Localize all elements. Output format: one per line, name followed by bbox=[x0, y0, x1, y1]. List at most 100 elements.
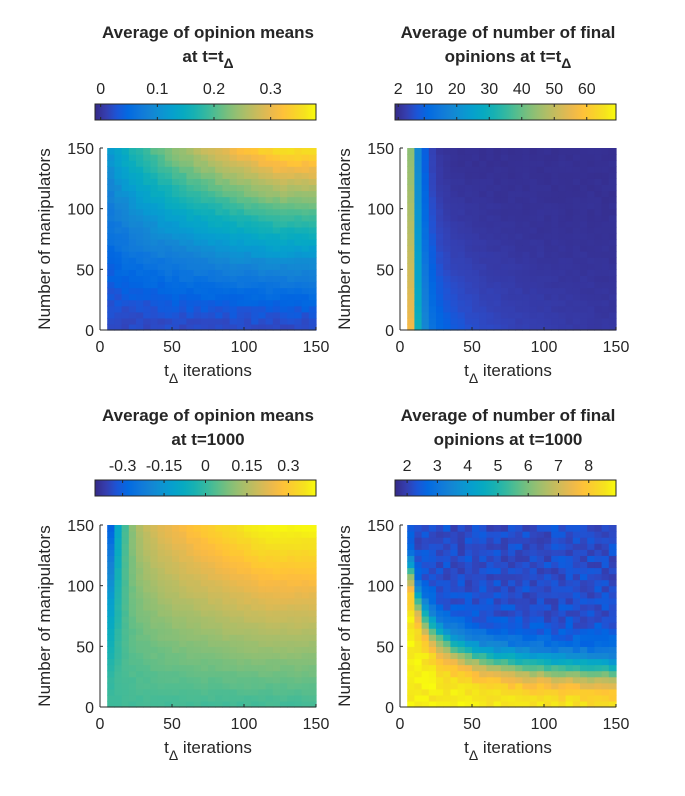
heatmap-cell bbox=[244, 628, 252, 635]
heatmap-cell bbox=[515, 640, 523, 647]
heatmap-cell bbox=[407, 305, 415, 313]
heatmap-cell bbox=[222, 591, 231, 599]
heatmap-cell bbox=[150, 166, 159, 173]
heatmap-cell bbox=[280, 148, 288, 155]
heatmap-cell bbox=[280, 676, 288, 684]
heatmap-cell bbox=[265, 634, 274, 641]
heatmap-cell bbox=[594, 214, 603, 222]
heatmap-cell bbox=[450, 640, 459, 647]
heatmap-cell bbox=[414, 251, 423, 258]
heatmap-cell bbox=[244, 257, 252, 264]
heatmap-cell bbox=[222, 245, 231, 252]
heatmap-cell bbox=[222, 658, 231, 666]
heatmap-cell bbox=[544, 184, 552, 192]
heatmap-cell bbox=[457, 603, 466, 611]
heatmap-cell bbox=[114, 269, 123, 276]
heatmap-cell bbox=[587, 239, 595, 246]
heatmap-cell bbox=[294, 585, 303, 593]
heatmap-cell bbox=[258, 263, 267, 270]
heatmap-cell bbox=[272, 579, 281, 587]
heatmap-cell bbox=[128, 694, 137, 702]
y-axis-label: Number of manipulators bbox=[35, 148, 54, 329]
heatmap-cell bbox=[172, 245, 180, 252]
heatmap-cell bbox=[464, 622, 473, 629]
heatmap-cell bbox=[414, 549, 423, 556]
heatmap-cell bbox=[128, 208, 137, 216]
heatmap-cell bbox=[164, 694, 173, 702]
heatmap-cell bbox=[544, 646, 552, 653]
heatmap-cell bbox=[301, 531, 310, 538]
heatmap-cell bbox=[244, 148, 252, 155]
heatmap-cell bbox=[193, 287, 202, 295]
heatmap-cell bbox=[272, 299, 281, 307]
heatmap-cell bbox=[186, 251, 195, 258]
heatmap-cell bbox=[143, 275, 151, 283]
heatmap-cell bbox=[421, 190, 430, 198]
heatmap-cell bbox=[114, 251, 123, 258]
heatmap-cell bbox=[464, 196, 473, 204]
heatmap-cell bbox=[486, 670, 495, 678]
heatmap-cell bbox=[222, 567, 231, 575]
heatmap-cell bbox=[258, 160, 267, 167]
heatmap-cell bbox=[179, 232, 187, 240]
heatmap-cell bbox=[479, 178, 487, 185]
heatmap-cell bbox=[608, 658, 617, 666]
heatmap-cell bbox=[500, 148, 509, 155]
heatmap-cell bbox=[193, 263, 202, 270]
heatmap-cell bbox=[580, 172, 588, 179]
heatmap-cell bbox=[208, 166, 216, 173]
heatmap-cell bbox=[287, 281, 295, 289]
heatmap-cell bbox=[536, 178, 545, 185]
title-subscript: Δ bbox=[224, 55, 234, 71]
heatmap-cell bbox=[114, 537, 123, 544]
heatmap-cell bbox=[107, 664, 115, 672]
heatmap-cell bbox=[508, 269, 516, 276]
heatmap-cell bbox=[565, 664, 574, 672]
heatmap-cell bbox=[522, 251, 531, 258]
heatmap-cell bbox=[114, 561, 123, 569]
heatmap-cell bbox=[529, 622, 538, 629]
heatmap-cell bbox=[172, 531, 180, 538]
heatmap-cell bbox=[457, 531, 466, 538]
heatmap-cell bbox=[236, 700, 245, 708]
heatmap-cell bbox=[436, 226, 444, 234]
heatmap-cell bbox=[222, 172, 231, 179]
heatmap-cell bbox=[472, 700, 480, 708]
heatmap-cell bbox=[251, 281, 259, 289]
heatmap-cell bbox=[258, 616, 267, 623]
heatmap-cell bbox=[186, 154, 195, 161]
heatmap-cell bbox=[107, 263, 115, 270]
heatmap-cell bbox=[236, 239, 245, 246]
heatmap-cell bbox=[479, 220, 487, 228]
heatmap-cell bbox=[265, 591, 274, 599]
heatmap-cell bbox=[464, 214, 473, 222]
heatmap-cell bbox=[601, 664, 610, 672]
heatmap-cell bbox=[428, 609, 437, 617]
heatmap-cell bbox=[121, 591, 130, 599]
heatmap-cell bbox=[107, 561, 115, 569]
heatmap-cell bbox=[580, 664, 588, 672]
heatmap-cell bbox=[272, 561, 281, 569]
heatmap-cell bbox=[572, 579, 581, 587]
heatmap-cell bbox=[157, 317, 166, 325]
heatmap-cell bbox=[107, 640, 115, 647]
heatmap-cell bbox=[544, 700, 552, 708]
heatmap-cell bbox=[522, 646, 531, 653]
heatmap-cell bbox=[544, 172, 552, 179]
heatmap-cell bbox=[587, 317, 595, 325]
heatmap-cell bbox=[536, 682, 545, 690]
heatmap-cell bbox=[136, 311, 144, 319]
heatmap-cell bbox=[565, 317, 574, 325]
heatmap-cell bbox=[121, 263, 130, 270]
heatmap-cell bbox=[608, 257, 617, 264]
heatmap-cell bbox=[486, 239, 495, 246]
heatmap-cell bbox=[179, 622, 187, 629]
heatmap-cell bbox=[136, 531, 144, 538]
heatmap-cell bbox=[294, 166, 303, 173]
heatmap-cell bbox=[179, 208, 187, 216]
heatmap-cell bbox=[464, 694, 473, 702]
heatmap-cell bbox=[508, 257, 516, 264]
heatmap-cell bbox=[244, 160, 252, 167]
heatmap-cell bbox=[443, 311, 451, 319]
heatmap-cell bbox=[179, 311, 187, 319]
